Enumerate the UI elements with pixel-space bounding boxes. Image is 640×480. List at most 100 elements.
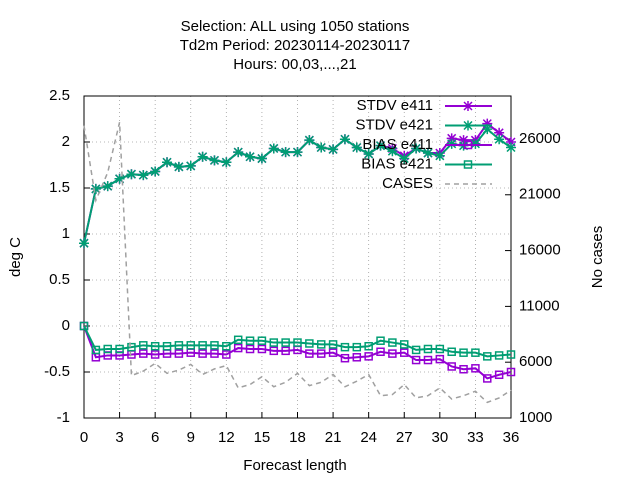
y2-axis-label: No cases bbox=[589, 226, 606, 289]
y2-tick-label: 26000 bbox=[519, 130, 561, 147]
x-tick-label: 30 bbox=[431, 429, 448, 446]
marker bbox=[423, 355, 433, 365]
marker bbox=[269, 346, 279, 356]
marker bbox=[376, 336, 385, 345]
marker bbox=[305, 339, 314, 348]
marker bbox=[210, 341, 219, 350]
marker bbox=[138, 170, 149, 181]
marker bbox=[316, 142, 327, 153]
marker bbox=[463, 101, 473, 111]
marker bbox=[316, 340, 326, 349]
marker bbox=[340, 353, 350, 363]
marker bbox=[471, 364, 480, 373]
x-tick-label: 3 bbox=[115, 429, 123, 446]
marker bbox=[422, 148, 433, 159]
marker bbox=[328, 340, 338, 349]
marker bbox=[411, 355, 421, 365]
marker bbox=[423, 344, 433, 354]
x-tick-label: 6 bbox=[151, 429, 159, 446]
chart-title: Selection: ALL using 1050 stations bbox=[181, 18, 410, 35]
marker bbox=[376, 347, 385, 357]
marker bbox=[304, 135, 315, 146]
marker bbox=[447, 362, 456, 371]
marker bbox=[268, 143, 279, 154]
y2-tick-label: 16000 bbox=[519, 242, 561, 259]
y2-tick-label: 11000 bbox=[519, 297, 560, 314]
y-tick-label: 0 bbox=[62, 317, 70, 334]
x-tick-label: 0 bbox=[80, 429, 88, 446]
marker bbox=[434, 150, 445, 161]
y-tick-label: 1 bbox=[62, 225, 70, 242]
y-tick-label: 0.5 bbox=[49, 271, 70, 288]
marker bbox=[375, 140, 386, 151]
marker bbox=[245, 344, 255, 354]
marker bbox=[506, 142, 516, 153]
y-tick-label: 2.5 bbox=[49, 87, 70, 104]
marker bbox=[79, 321, 89, 331]
marker bbox=[339, 134, 350, 145]
marker bbox=[482, 124, 493, 135]
marker bbox=[127, 342, 136, 352]
x-tick-label: 36 bbox=[503, 429, 520, 446]
marker bbox=[435, 344, 445, 354]
x-tick-label: 12 bbox=[218, 429, 235, 446]
marker bbox=[233, 335, 243, 345]
y2-tick-label: 21000 bbox=[519, 186, 561, 203]
marker bbox=[400, 340, 409, 349]
marker bbox=[256, 153, 267, 164]
marker bbox=[305, 349, 314, 358]
series-line bbox=[83, 127, 512, 244]
marker bbox=[459, 364, 468, 374]
marker bbox=[197, 151, 208, 162]
legend-label: CASES bbox=[382, 175, 433, 192]
marker bbox=[174, 349, 184, 358]
marker bbox=[506, 367, 516, 377]
x-tick-label: 27 bbox=[396, 429, 413, 446]
marker bbox=[198, 349, 207, 358]
marker bbox=[281, 338, 290, 347]
marker bbox=[482, 118, 493, 129]
marker bbox=[162, 341, 172, 351]
marker bbox=[257, 336, 267, 345]
y-tick-label: -0.5 bbox=[44, 363, 70, 380]
marker bbox=[399, 153, 410, 164]
marker bbox=[210, 349, 219, 358]
marker bbox=[91, 345, 101, 355]
y-tick-label: 1.5 bbox=[49, 179, 70, 196]
marker bbox=[150, 341, 160, 351]
marker bbox=[388, 349, 397, 358]
marker bbox=[458, 135, 469, 146]
marker bbox=[506, 137, 516, 147]
marker bbox=[447, 347, 456, 357]
marker bbox=[233, 147, 244, 158]
marker bbox=[269, 338, 279, 347]
marker bbox=[79, 238, 89, 249]
y2-tick-label: 6000 bbox=[519, 353, 552, 370]
marker bbox=[446, 133, 457, 144]
marker bbox=[470, 138, 481, 149]
marker bbox=[222, 350, 231, 359]
series-line bbox=[83, 122, 512, 404]
marker bbox=[352, 342, 362, 352]
marker bbox=[114, 173, 125, 184]
plot-frame bbox=[83, 95, 512, 419]
x-tick-label: 24 bbox=[360, 429, 377, 446]
marker bbox=[483, 352, 492, 361]
marker bbox=[316, 349, 326, 358]
marker bbox=[162, 157, 173, 168]
x-axis-label: Forecast length bbox=[243, 457, 346, 474]
marker bbox=[494, 351, 504, 360]
y2-tick-label: 1000 bbox=[519, 409, 552, 426]
chart-title: Td2m Period: 20230114-20230117 bbox=[180, 37, 410, 54]
legend-label: BIAS e421 bbox=[361, 155, 433, 172]
marker bbox=[245, 151, 256, 162]
marker bbox=[174, 341, 184, 350]
marker bbox=[222, 341, 231, 351]
marker bbox=[328, 144, 339, 155]
marker bbox=[103, 344, 112, 354]
series-line bbox=[83, 325, 512, 380]
marker bbox=[340, 342, 350, 352]
x-tick-label: 18 bbox=[289, 429, 306, 446]
marker bbox=[463, 140, 473, 150]
marker bbox=[463, 120, 473, 131]
